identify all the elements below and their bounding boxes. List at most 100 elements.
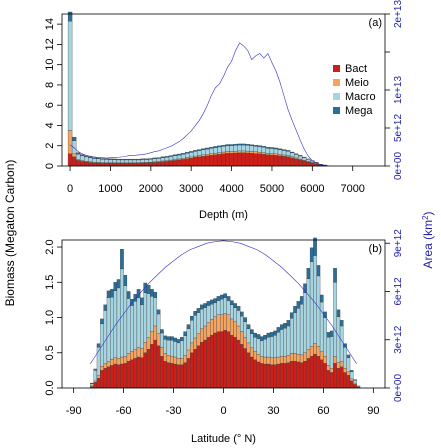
bar-bact-40 <box>230 153 234 166</box>
bar-macro-15 <box>140 305 143 349</box>
bar-bact-43 <box>242 153 246 166</box>
bar-meio-58 <box>283 356 286 363</box>
x-tick-label: 90 <box>367 405 379 417</box>
bar-meio-44 <box>237 326 240 340</box>
bar-macro-51 <box>260 341 263 357</box>
bar-bact-57 <box>298 160 302 166</box>
bar-macro-36 <box>210 304 213 320</box>
plot-frame <box>62 14 385 166</box>
bar-macro-37 <box>214 303 217 317</box>
bar-bact-58 <box>302 161 306 166</box>
bar-macro-38 <box>221 146 225 152</box>
bar-meio-42 <box>238 151 242 153</box>
bar-mega-65 <box>307 268 310 279</box>
bar-mega-42 <box>230 301 233 305</box>
legend: Bact Meio Macro Mega <box>333 63 376 117</box>
bar-macro-34 <box>205 149 209 154</box>
bar-meio-46 <box>254 152 258 154</box>
bar-bact-63 <box>300 363 303 388</box>
bar-meio-12 <box>130 351 133 359</box>
x-tick-label: 4000 <box>219 183 243 195</box>
panel-a-depth-chart: 0 2 4 6 8 10 12 14 0e+00 5e+12 1e+13 2e+13 0 1000 2000… <box>44 0 404 221</box>
bar-macro-53 <box>267 337 270 357</box>
bar-meio-44 <box>246 151 250 153</box>
bar-macro-79 <box>353 380 356 384</box>
bar-bact-35 <box>209 155 213 166</box>
bar-mega-41 <box>227 296 230 300</box>
bar-bact-40 <box>224 330 227 388</box>
bar-mega-31 <box>193 150 197 151</box>
bar-meio-13 <box>134 349 137 358</box>
bar-mega-27 <box>180 337 183 341</box>
bar-bact-65 <box>307 358 310 388</box>
bar-meio-33 <box>200 329 203 342</box>
y-tick-label: 2 <box>44 143 56 149</box>
bar-bact-52 <box>263 364 266 388</box>
legend-label-bact: Bact <box>345 63 367 75</box>
bar-bact-25 <box>174 364 177 388</box>
bar-bact-42 <box>230 335 233 388</box>
bar-mega-56 <box>294 154 298 155</box>
bar-meio-32 <box>197 334 200 346</box>
legend-label-meio: Meio <box>345 77 369 89</box>
bar-mega-5 <box>107 291 110 298</box>
bar-bact-64 <box>303 361 306 388</box>
bar-mega-17 <box>137 159 141 160</box>
legend-swatch-meio <box>333 79 340 86</box>
bar-bact-12 <box>117 163 121 166</box>
bar-macro-80 <box>357 386 360 387</box>
bar-mega-53 <box>267 333 270 337</box>
bar-bact-54 <box>286 157 290 166</box>
bar-bact-15 <box>140 358 143 388</box>
bar-meio-67 <box>313 344 316 355</box>
bar-bact-9 <box>104 163 108 166</box>
bar-mega-30 <box>190 316 193 320</box>
bar-mega-11 <box>127 291 130 298</box>
x-tick-label: 6000 <box>300 183 324 195</box>
bar-macro-77 <box>347 358 350 372</box>
bar-macro-49 <box>266 148 270 153</box>
bar-macro-54 <box>286 151 290 155</box>
bar-bact-20 <box>149 163 153 166</box>
bar-mega-46 <box>243 318 246 322</box>
bar-bact-21 <box>160 356 163 388</box>
bar-meio-25 <box>174 357 177 364</box>
bar-mega-24 <box>165 156 169 157</box>
bar-mega-38 <box>221 145 225 146</box>
bar-mega-40 <box>224 294 227 298</box>
bar-meio-40 <box>230 152 234 154</box>
bar-mega-45 <box>240 312 243 316</box>
bar-bact-16 <box>144 353 147 388</box>
bar-macro-12 <box>130 306 133 352</box>
bar-mega-46 <box>254 145 258 146</box>
y2-tick-label: 5e+12 <box>393 114 404 143</box>
bar-meio-22 <box>164 353 167 361</box>
x-tick-label: 30 <box>267 405 279 417</box>
bar-macro-16 <box>133 160 137 163</box>
bar-mega-6 <box>110 289 113 297</box>
bar-mega-35 <box>209 147 213 148</box>
bar-macro-61 <box>293 313 296 354</box>
bar-macro-33 <box>201 150 205 155</box>
bar-macro-13 <box>121 160 125 163</box>
bar-macro-57 <box>280 330 283 357</box>
bar-macro-10 <box>124 286 127 356</box>
bar-bact-59 <box>287 363 290 388</box>
bar-meio-76 <box>343 368 346 372</box>
bar-mega-21 <box>160 330 163 334</box>
bar-meio-34 <box>205 154 209 156</box>
bar-bact-66 <box>310 356 313 388</box>
bar-bact-8 <box>100 163 104 166</box>
bar-mega-73 <box>333 268 336 282</box>
bar-macro-48 <box>262 147 266 152</box>
bar-macro-24 <box>170 340 173 356</box>
bar-macro-29 <box>185 153 189 157</box>
bar-bact-39 <box>220 332 223 388</box>
bar-mega-22 <box>157 158 161 159</box>
bar-macro-15 <box>129 160 133 163</box>
bar-macro-24 <box>165 157 169 160</box>
bar-mega-51 <box>260 337 263 341</box>
bar-macro-30 <box>190 320 193 343</box>
bar-bact-19 <box>154 340 157 388</box>
bar-mega-39 <box>220 295 223 299</box>
